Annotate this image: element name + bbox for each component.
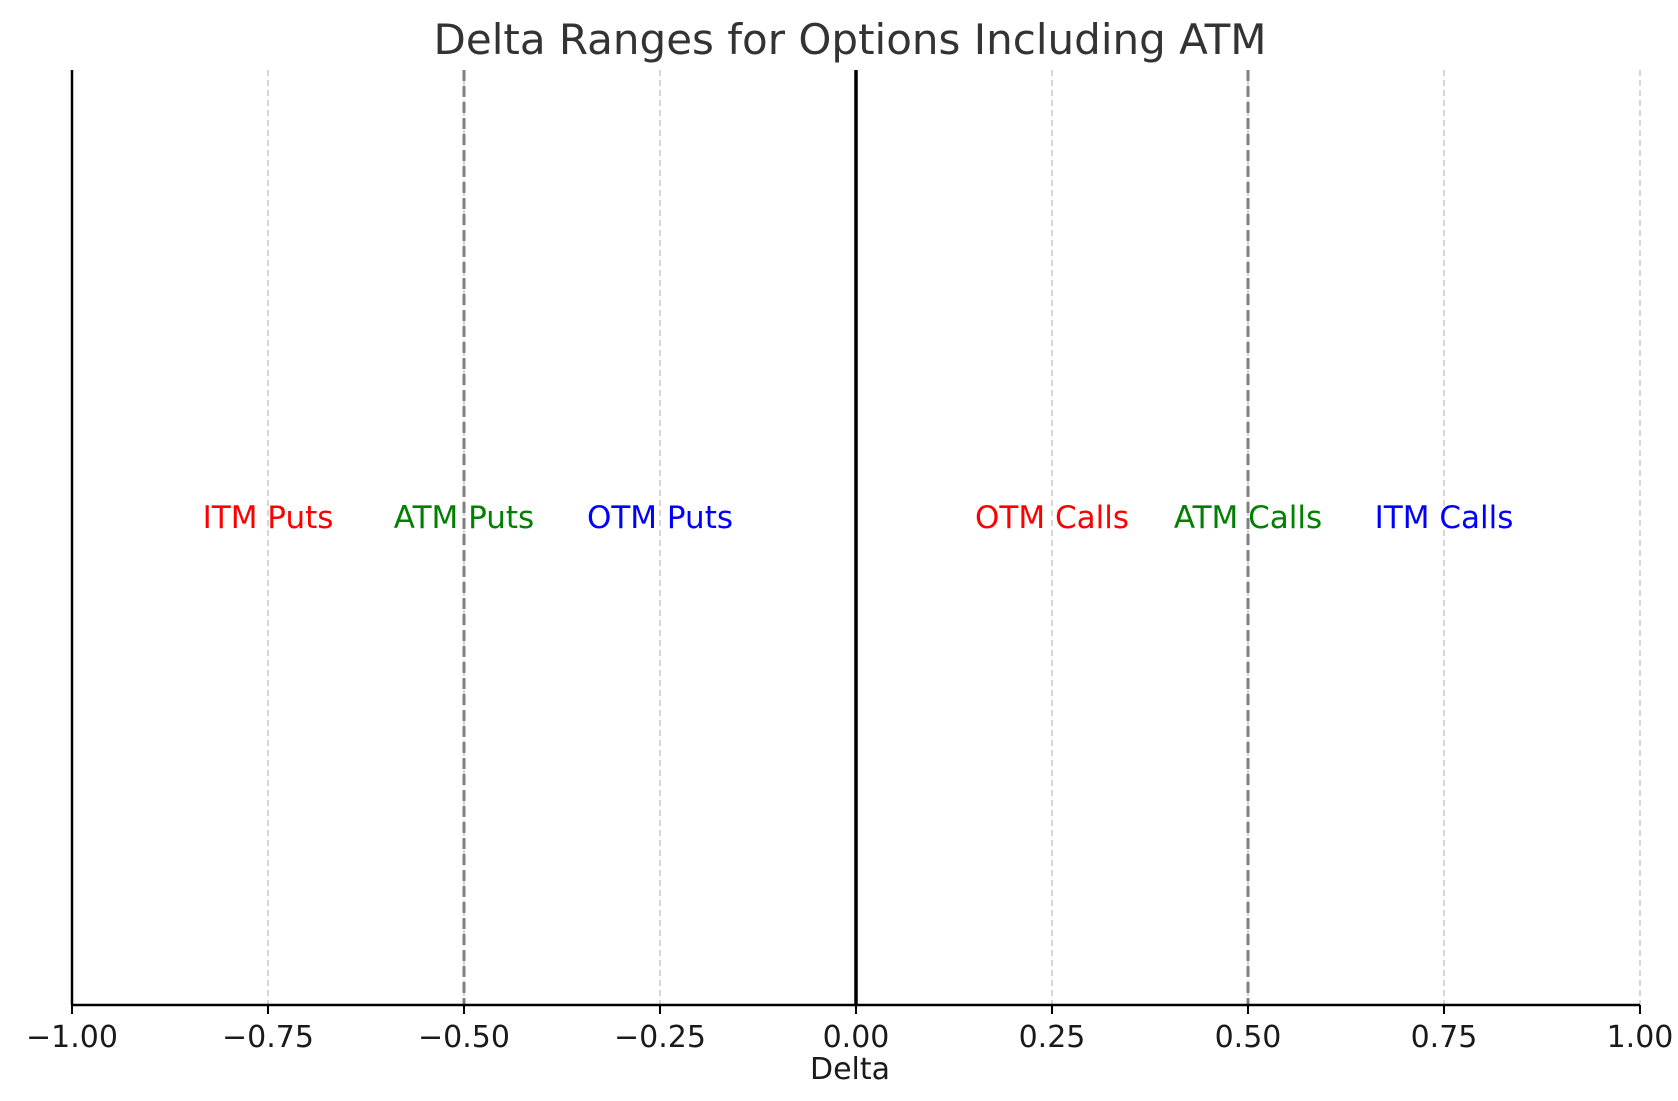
annotation-atm-puts: ATM Puts: [394, 500, 534, 536]
x-tick-label-8: 1.00: [1607, 1020, 1674, 1055]
x-tick-label-4: 0.00: [823, 1020, 890, 1055]
annotations: ITM Puts ATM Puts OTM Puts OTM Calls ATM Cal…: [203, 500, 1514, 536]
annotation-itm-puts: ITM Puts: [203, 500, 334, 536]
x-tick-label-2: −0.50: [418, 1020, 510, 1055]
annotation-atm-calls: ATM Calls: [1174, 500, 1322, 536]
annotation-itm-calls: ITM Calls: [1375, 500, 1514, 536]
x-tick-label-0: −1.00: [26, 1020, 118, 1055]
chart-title: Delta Ranges for Options Including ATM: [434, 15, 1267, 64]
x-tick-label-6: 0.50: [1215, 1020, 1282, 1055]
x-tick-label-1: −0.75: [222, 1020, 314, 1055]
axes: −1.00 −0.75 −0.50 −0.25 0.00 0.25 0.50 0.75 1.00: [26, 70, 1673, 1055]
annotation-otm-calls: OTM Calls: [975, 500, 1129, 536]
reference-lines: [462, 70, 1250, 1005]
x-tick-label-7: 0.75: [1411, 1020, 1478, 1055]
annotation-otm-puts: OTM Puts: [587, 500, 733, 536]
x-axis-label: Delta: [810, 1052, 890, 1087]
x-tick-label-5: 0.25: [1019, 1020, 1086, 1055]
x-tick-label-3: −0.25: [614, 1020, 706, 1055]
